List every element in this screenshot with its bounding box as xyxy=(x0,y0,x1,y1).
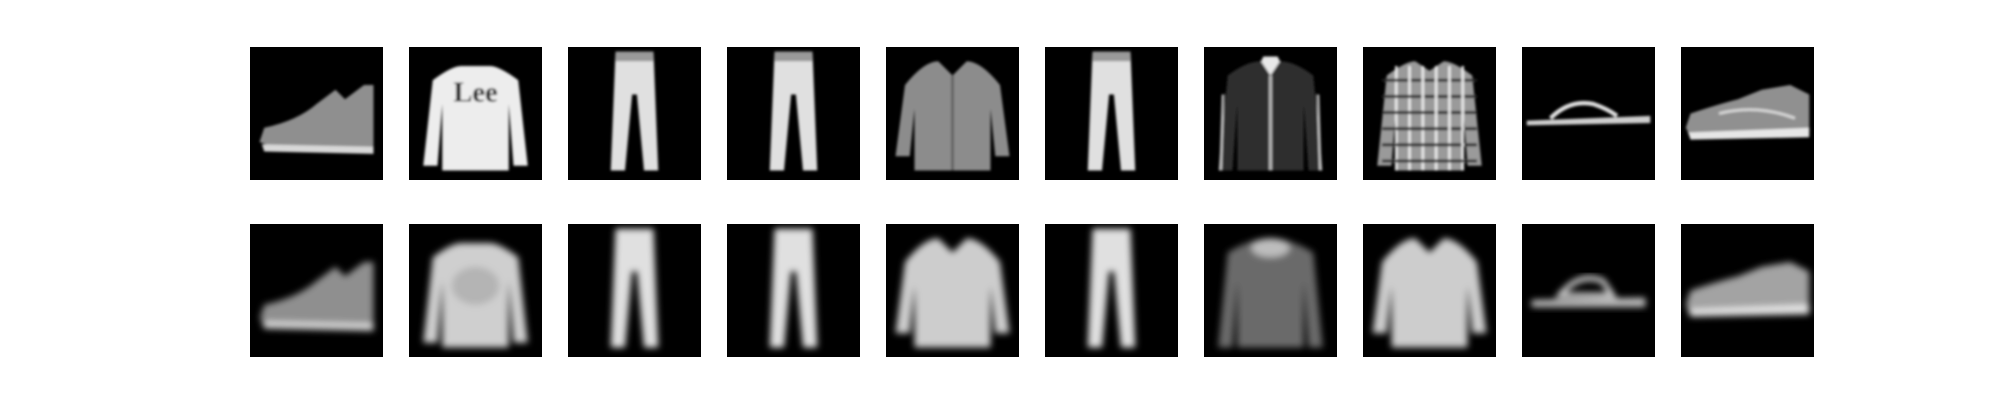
trousers-picture xyxy=(610,228,659,348)
original-ankle-boot-image xyxy=(250,47,383,180)
shirt-picture xyxy=(895,238,1010,348)
sneaker-picture xyxy=(1685,262,1810,317)
shirt-picture xyxy=(895,61,1010,171)
trousers-picture xyxy=(1087,51,1136,171)
original-sweater-image: Lee xyxy=(409,47,542,180)
trousers-picture xyxy=(1087,228,1136,348)
original-jacket-image xyxy=(1204,47,1337,180)
original-trousers-image xyxy=(727,47,860,180)
reconstruction-sandal-image xyxy=(1522,224,1655,357)
original-plaid-shirt-image xyxy=(1363,47,1496,180)
trousers-picture xyxy=(769,51,818,171)
reconstruction-trousers-image xyxy=(727,224,860,357)
reconstruction-jacket-image xyxy=(1204,224,1337,357)
original-shirt-image xyxy=(886,47,1019,180)
reconstruction-shirt-image xyxy=(1363,224,1496,357)
sandal-picture xyxy=(1526,100,1651,126)
trousers-picture xyxy=(610,51,659,171)
reconstruction-ankle-boot-image xyxy=(250,224,383,357)
reconstruction-shirt-image xyxy=(886,224,1019,357)
ankle-boot-picture xyxy=(259,262,374,331)
sweater-picture xyxy=(423,243,528,348)
original-trousers-image xyxy=(568,47,701,180)
plaid-shirt-picture xyxy=(1377,61,1482,171)
original-sneaker-image xyxy=(1681,47,1814,180)
original-sandal-image xyxy=(1522,47,1655,180)
original-trousers-image xyxy=(1045,47,1178,180)
svg-text:Lee: Lee xyxy=(453,78,497,109)
reconstruction-sneaker-image xyxy=(1681,224,1814,357)
jacket-picture xyxy=(1218,238,1323,348)
sneaker-picture xyxy=(1685,85,1810,140)
reconstruction-trousers-image xyxy=(568,224,701,357)
reconstruction-sweater-image xyxy=(409,224,542,357)
shirt-picture xyxy=(1372,238,1487,348)
sandal-picture xyxy=(1531,275,1646,308)
trousers-picture xyxy=(769,228,818,348)
sweater-picture: Lee xyxy=(423,66,528,171)
reconstruction-trousers-image xyxy=(1045,224,1178,357)
ankle-boot-picture xyxy=(259,85,374,154)
jacket-picture xyxy=(1218,56,1323,171)
